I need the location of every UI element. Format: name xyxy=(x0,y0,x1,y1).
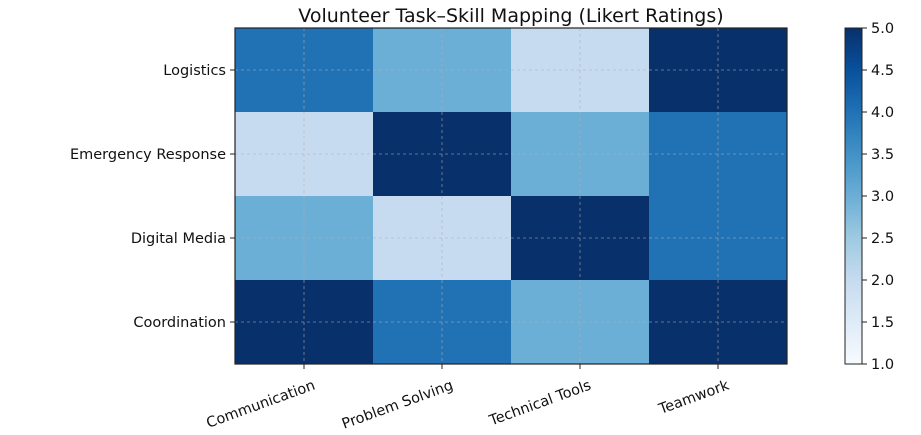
x-axis: Communication Problem Solving Technical To… xyxy=(204,364,732,433)
y-tick-label: Coordination xyxy=(133,315,226,331)
x-tick-label: Technical Tools xyxy=(486,378,593,430)
colorbar-tick-label: 2.5 xyxy=(871,231,894,247)
colorbar-tick-label: 1.0 xyxy=(871,357,894,373)
grid-lines xyxy=(235,28,787,364)
y-tick-label: Digital Media xyxy=(131,231,226,247)
colorbar-ticks: 1.0 1.5 2.0 2.5 3.0 3.5 4.0 4.5 5.0 xyxy=(862,21,894,373)
x-tick-label: Communication xyxy=(204,378,317,432)
colorbar xyxy=(844,27,863,365)
plot-frame xyxy=(234,27,788,365)
heatmap-cells xyxy=(235,28,788,365)
y-tick-label: Logistics xyxy=(163,63,226,79)
x-tick-label: Problem Solving xyxy=(340,378,455,433)
chart-title: Volunteer Task–Skill Mapping (Likert Rat… xyxy=(298,5,723,27)
colorbar-tick-label: 3.5 xyxy=(871,147,894,163)
colorbar-tick-label: 2.0 xyxy=(871,273,894,289)
colorbar-tick-label: 4.0 xyxy=(871,105,894,121)
colorbar-tick-label: 1.5 xyxy=(871,315,894,331)
colorbar-tick-label: 4.5 xyxy=(871,63,894,79)
x-tick-label: Teamwork xyxy=(656,377,732,418)
y-axis: Logistics Emergency Response Digital Media… xyxy=(70,63,235,331)
y-tick-label: Emergency Response xyxy=(70,147,226,163)
colorbar-tick-label: 3.0 xyxy=(871,189,894,205)
colorbar-tick-label: 5.0 xyxy=(871,21,894,37)
